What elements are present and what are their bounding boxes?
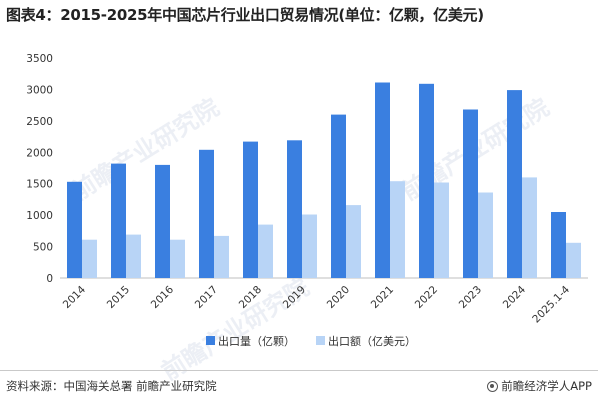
bar-export-volume: [243, 141, 258, 278]
y-tick-label: 500: [33, 242, 53, 254]
legend-label: 出口量（亿颗）: [218, 334, 295, 348]
footer-divider: [0, 370, 598, 371]
brand-label: 前瞻经济学人APP: [501, 379, 592, 393]
y-tick-label: 2500: [26, 116, 53, 128]
bar-export-value: [214, 235, 229, 278]
bar-export-value: [82, 239, 97, 278]
bar-export-volume: [199, 149, 214, 278]
bar-export-value: [302, 214, 317, 278]
bar-export-value: [390, 181, 405, 278]
bar-export-value: [566, 242, 581, 278]
x-tick-label: 2023: [457, 284, 484, 311]
x-tick-label: 2021: [369, 284, 396, 311]
bar-export-value: [434, 182, 449, 278]
bar-export-volume: [463, 109, 478, 278]
bar-chart: 0 500 1000 1500 2000 2500 3000 3500 2014 2015 2016…: [26, 53, 588, 348]
x-tick-label: 2019: [281, 284, 308, 311]
x-tick-label: 2022: [413, 284, 440, 311]
brand-logo-icon: [487, 381, 499, 392]
bar-export-volume: [419, 83, 434, 278]
bar-export-volume: [551, 212, 566, 278]
x-tick-label: 2016: [149, 283, 177, 311]
legend-swatch: [316, 336, 325, 345]
legend-label: 出口额（亿美元）: [328, 334, 416, 348]
bar-export-volume: [287, 140, 302, 278]
bar-export-value: [258, 224, 273, 278]
x-tick-label: 2015: [105, 284, 132, 311]
bar-export-value: [126, 234, 141, 278]
bar-export-value: [522, 177, 537, 278]
y-tick-label: 1500: [26, 179, 53, 191]
bar-export-volume: [507, 90, 522, 278]
x-tick-label: 2018: [237, 284, 264, 311]
x-tick-label: 2020: [325, 284, 352, 311]
x-tick-label: 2017: [193, 284, 220, 311]
bar-export-volume: [331, 114, 346, 278]
bar-export-volume: [375, 82, 390, 278]
bar-export-volume: [155, 164, 170, 278]
y-tick-label: 0: [46, 273, 53, 285]
y-tick-label: 3000: [26, 84, 53, 96]
bar-export-value: [346, 205, 361, 278]
bar-export-volume: [111, 163, 126, 278]
source-note: 资料来源：中国海关总署 前瞻产业研究院: [6, 379, 217, 393]
y-tick-label: 1000: [26, 210, 53, 222]
legend-swatch: [206, 336, 215, 345]
y-tick-label: 2000: [26, 147, 53, 159]
x-tick-label: 2014: [61, 283, 89, 311]
chart-title: 图表4：2015-2025年中国芯片行业出口贸易情况(单位：亿颗，亿美元): [6, 6, 484, 24]
y-tick-label: 3500: [26, 53, 53, 65]
bar-export-value: [478, 192, 493, 278]
x-tick-label: 2024: [501, 283, 529, 311]
bar-export-value: [170, 239, 185, 278]
x-tick-label: 2025.1-4: [530, 283, 572, 325]
brand-credit: 前瞻经济学人APP: [487, 378, 592, 394]
bar-export-volume: [67, 181, 82, 278]
